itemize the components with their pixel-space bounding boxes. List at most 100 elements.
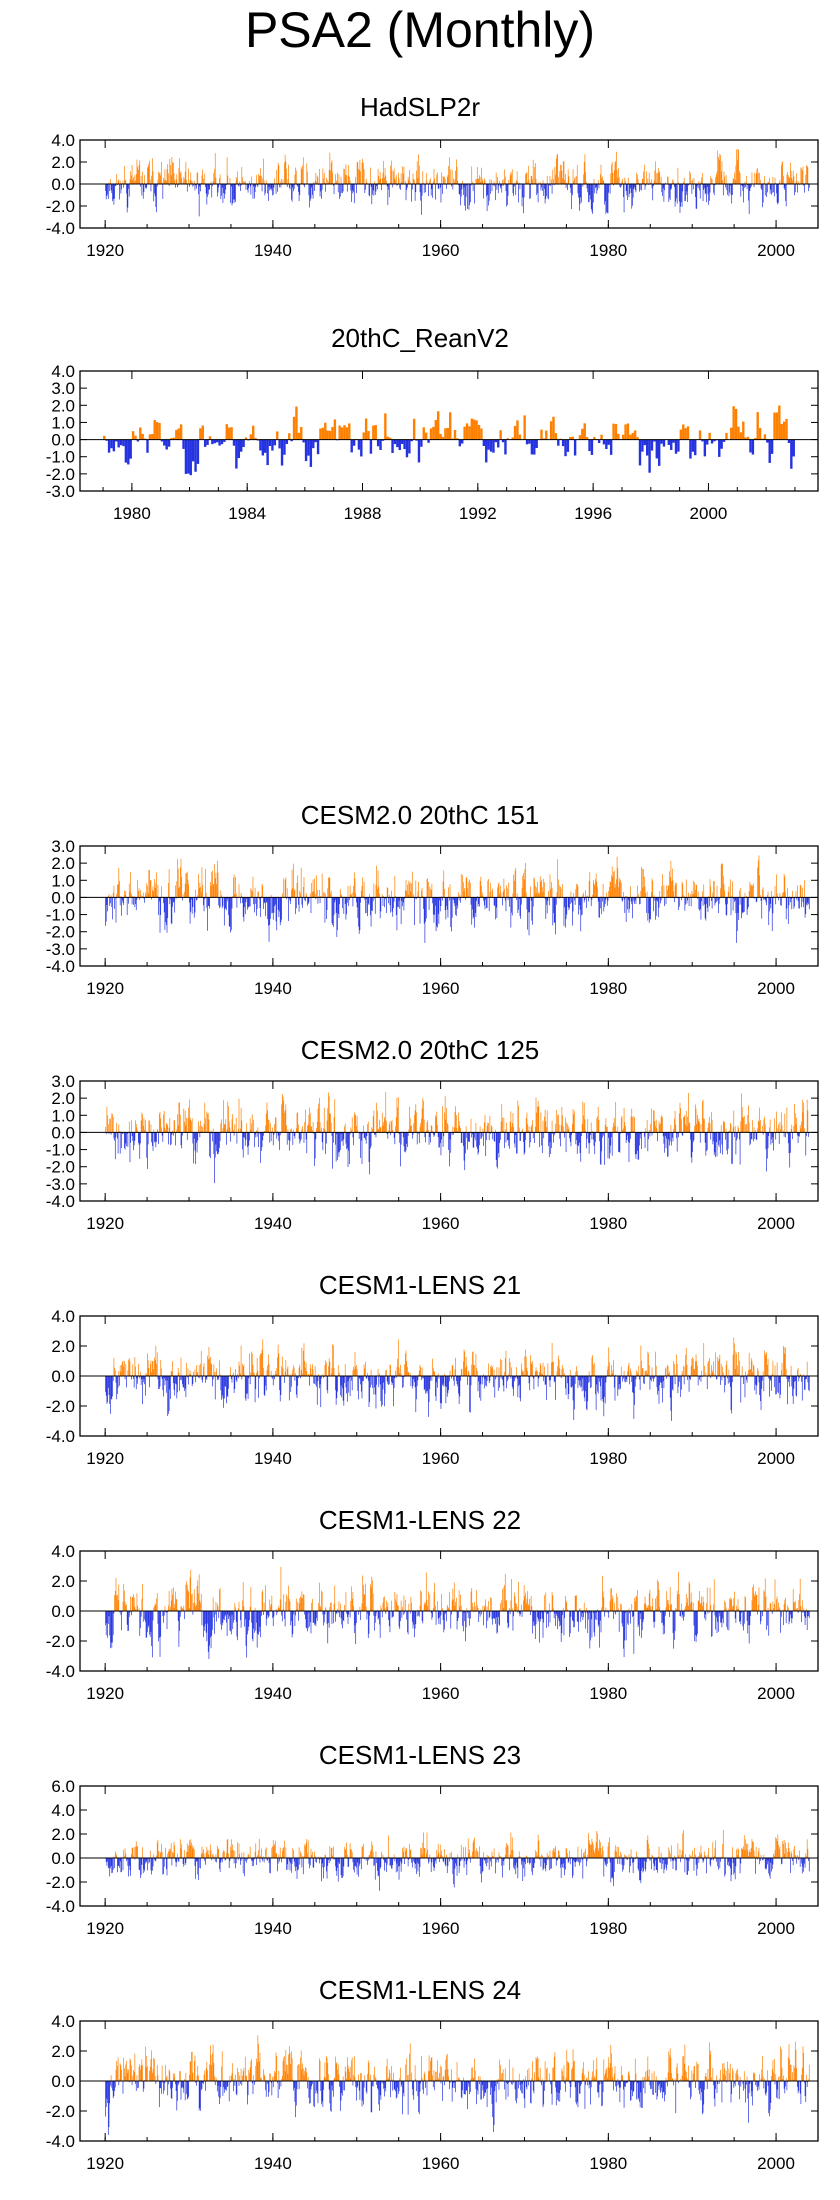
negative-bar bbox=[722, 439, 726, 442]
positive-bar bbox=[133, 181, 135, 184]
positive-bar bbox=[207, 1355, 208, 1376]
negative-bar bbox=[112, 184, 114, 200]
negative-bar bbox=[480, 1376, 482, 1401]
positive-bar bbox=[769, 177, 770, 184]
negative-bar bbox=[513, 184, 514, 196]
positive-bar bbox=[718, 1360, 719, 1376]
negative-bar bbox=[124, 1132, 125, 1148]
positive-bar bbox=[691, 890, 693, 898]
negative-bar bbox=[416, 897, 417, 900]
negative-bar bbox=[227, 897, 229, 899]
negative-bar bbox=[247, 184, 248, 191]
positive-bar bbox=[186, 1581, 187, 1611]
negative-bar bbox=[400, 1132, 401, 1167]
positive-bar bbox=[456, 166, 458, 184]
positive-bar bbox=[739, 1360, 740, 1376]
positive-bar bbox=[419, 1605, 421, 1611]
positive-bar bbox=[546, 1110, 548, 1133]
positive-bar bbox=[482, 895, 484, 898]
positive-bar bbox=[649, 1590, 651, 1611]
positive-bar bbox=[744, 892, 746, 898]
negative-bar bbox=[345, 897, 347, 920]
positive-bar bbox=[558, 1359, 560, 1376]
negative-bar bbox=[288, 184, 290, 188]
negative-bar bbox=[662, 1376, 663, 1403]
positive-bar bbox=[172, 1130, 173, 1133]
positive-bar bbox=[581, 428, 584, 440]
negative-bar bbox=[400, 184, 401, 190]
negative-bar bbox=[771, 897, 773, 932]
positive-bar bbox=[523, 1371, 524, 1376]
negative-bar bbox=[488, 184, 490, 201]
positive-bar bbox=[309, 1364, 311, 1376]
negative-bar bbox=[672, 439, 675, 443]
negative-bar bbox=[743, 184, 745, 188]
positive-bar bbox=[523, 873, 524, 898]
negative-bar bbox=[393, 1132, 395, 1138]
negative-bar bbox=[341, 184, 343, 193]
positive-bar bbox=[318, 896, 320, 898]
positive-bar bbox=[711, 179, 713, 184]
negative-bar bbox=[465, 897, 466, 900]
negative-bar bbox=[404, 897, 405, 899]
negative-bar bbox=[272, 897, 274, 920]
positive-bar bbox=[396, 1367, 398, 1376]
negative-bar bbox=[756, 1132, 758, 1141]
positive-bar bbox=[176, 881, 178, 898]
negative-bar bbox=[497, 1132, 498, 1169]
negative-bar bbox=[574, 897, 576, 905]
positive-bar bbox=[500, 886, 501, 898]
negative-bar bbox=[249, 1376, 251, 1385]
negative-bar bbox=[309, 184, 310, 208]
negative-bar bbox=[557, 439, 560, 446]
negative-bar bbox=[289, 184, 291, 190]
positive-bar bbox=[253, 1372, 255, 1376]
negative-bar bbox=[528, 897, 530, 936]
positive-bar bbox=[285, 1104, 287, 1133]
positive-bar bbox=[186, 1117, 187, 1133]
negative-bar bbox=[244, 1132, 245, 1138]
negative-bar bbox=[336, 897, 338, 937]
positive-bar bbox=[576, 165, 578, 184]
negative-bar bbox=[325, 1132, 326, 1154]
negative-bar bbox=[625, 1376, 627, 1380]
positive-bar bbox=[251, 1351, 252, 1376]
positive-bar bbox=[270, 1123, 271, 1133]
positive-bar bbox=[229, 177, 231, 184]
negative-bar bbox=[206, 184, 208, 205]
negative-bar bbox=[309, 439, 313, 467]
positive-bar bbox=[404, 1600, 406, 1611]
positive-bar bbox=[650, 1108, 652, 1133]
negative-bar bbox=[467, 1132, 469, 1142]
negative-bar bbox=[507, 184, 509, 196]
negative-bar bbox=[435, 1376, 437, 1401]
positive-bar bbox=[676, 1363, 678, 1376]
negative-bar bbox=[611, 1132, 612, 1138]
positive-bar bbox=[185, 1584, 187, 1611]
negative-bar bbox=[663, 184, 665, 202]
negative-bar bbox=[438, 897, 440, 924]
positive-bar bbox=[641, 1368, 643, 1376]
positive-bar bbox=[692, 880, 694, 898]
positive-bar bbox=[671, 179, 673, 184]
positive-bar bbox=[295, 167, 296, 184]
positive-bar bbox=[302, 1373, 303, 1376]
positive-bar bbox=[397, 1097, 399, 1133]
negative-bar bbox=[230, 897, 231, 933]
positive-bar bbox=[328, 1096, 330, 1133]
positive-bar bbox=[180, 1606, 182, 1611]
negative-bar bbox=[360, 897, 361, 903]
positive-bar bbox=[330, 162, 332, 184]
negative-bar bbox=[750, 184, 752, 187]
negative-bar bbox=[620, 184, 622, 187]
positive-bar bbox=[362, 877, 364, 898]
negative-bar bbox=[272, 184, 273, 196]
y-tick-label: 1.0 bbox=[51, 1106, 75, 1125]
positive-bar bbox=[441, 172, 443, 184]
positive-bar bbox=[453, 1582, 455, 1611]
negative-bar bbox=[692, 1132, 693, 1153]
positive-bar bbox=[503, 1117, 505, 1133]
negative-bar bbox=[394, 1376, 396, 1379]
positive-bar bbox=[647, 178, 649, 184]
positive-bar bbox=[290, 1129, 292, 1133]
